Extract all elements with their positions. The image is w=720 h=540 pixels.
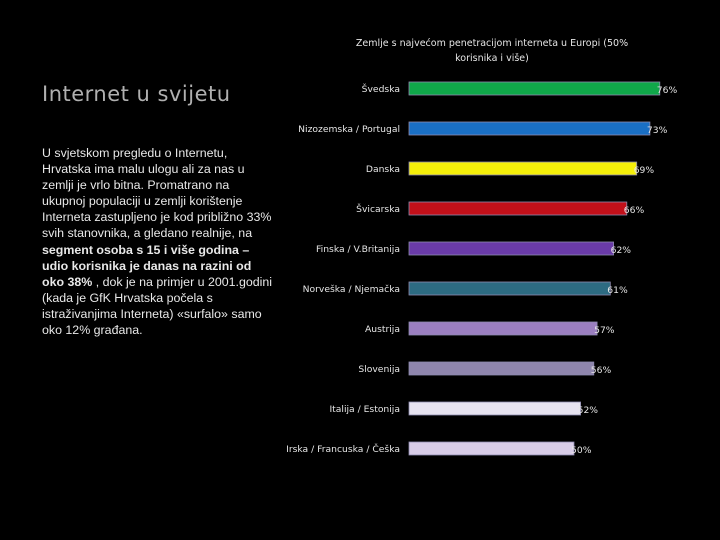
category-label: Slovenija <box>358 364 400 375</box>
category-label: Irska / Francuska / Češka <box>286 443 400 455</box>
value-label: 62% <box>611 245 632 256</box>
value-label: 56% <box>591 365 612 376</box>
body-paragraph: U svjetskom pregledu o Internetu, Hrvats… <box>42 145 274 338</box>
category-label: Finska / V.Britanija <box>316 244 400 255</box>
body-text-part2: , dok je na primjer u 2001.godini (kada … <box>42 274 273 338</box>
value-label: 73% <box>647 125 668 136</box>
category-label: Švedska <box>362 83 400 95</box>
value-label: 66% <box>624 205 645 216</box>
value-label: 50% <box>571 445 592 456</box>
value-label: 52% <box>578 405 599 416</box>
value-label: 69% <box>634 165 655 176</box>
category-label: Nizozemska / Portugal <box>298 124 400 135</box>
bar <box>408 361 595 376</box>
bar <box>408 201 628 216</box>
bar <box>408 401 582 416</box>
bar <box>408 241 615 256</box>
bar <box>408 281 611 296</box>
bar <box>408 441 575 456</box>
category-label: Italija / Estonija <box>329 404 400 415</box>
value-label: 61% <box>607 285 628 296</box>
slide-title: Internet u svijetu <box>42 82 231 106</box>
category-label: Austrija <box>365 324 400 335</box>
value-label: 76% <box>657 85 678 96</box>
bar <box>408 161 638 176</box>
chart-bars: Švedska 76% Nizozemska / Portugal 73% Danska… <box>286 81 678 456</box>
bar <box>408 121 651 136</box>
chart-title-line-1: Zemlje s najvećom penetracijom interneta… <box>356 38 628 49</box>
body-text-bold: segment osoba s 15 i više godina – udio … <box>42 242 252 289</box>
category-label: Norveška / Njemačka <box>303 284 400 295</box>
category-label: Švicarska <box>356 203 400 215</box>
value-label: 57% <box>594 325 615 336</box>
bar <box>408 81 661 96</box>
chart-title-line-2: korisnika i više) <box>455 53 529 64</box>
body-text-part1: U svjetskom pregledu o Internetu, Hrvats… <box>42 146 272 241</box>
bar <box>408 321 598 336</box>
category-label: Danska <box>366 164 400 175</box>
